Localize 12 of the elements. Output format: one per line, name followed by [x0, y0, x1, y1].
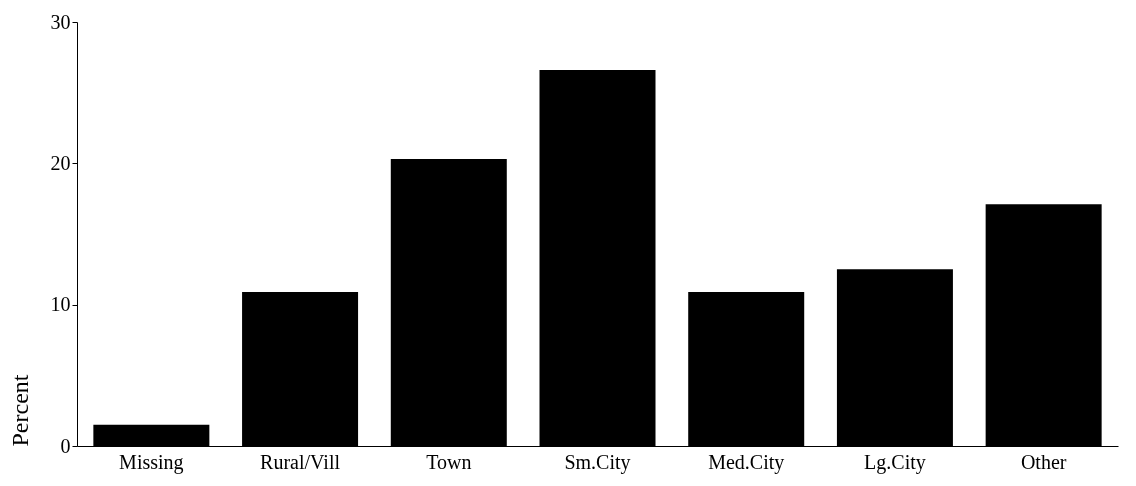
x-tick-label: Other — [1020, 450, 1067, 473]
x-tick-label: Missing — [119, 450, 184, 474]
y-tick-label: 10 — [50, 293, 71, 316]
x-tick-label: Rural/Vill — [260, 450, 341, 473]
y-tick-label: 0 — [60, 434, 71, 457]
x-tick-label: Med.City — [708, 450, 785, 474]
y-tick-label: 20 — [50, 151, 71, 174]
x-tick-label: Lg.City — [864, 450, 926, 474]
y-axis-title: Percent — [6, 374, 33, 447]
x-tick-label: Town — [426, 450, 472, 473]
x-tick-label: Sm.City — [564, 450, 631, 474]
y-tick-label: 30 — [50, 10, 71, 33]
